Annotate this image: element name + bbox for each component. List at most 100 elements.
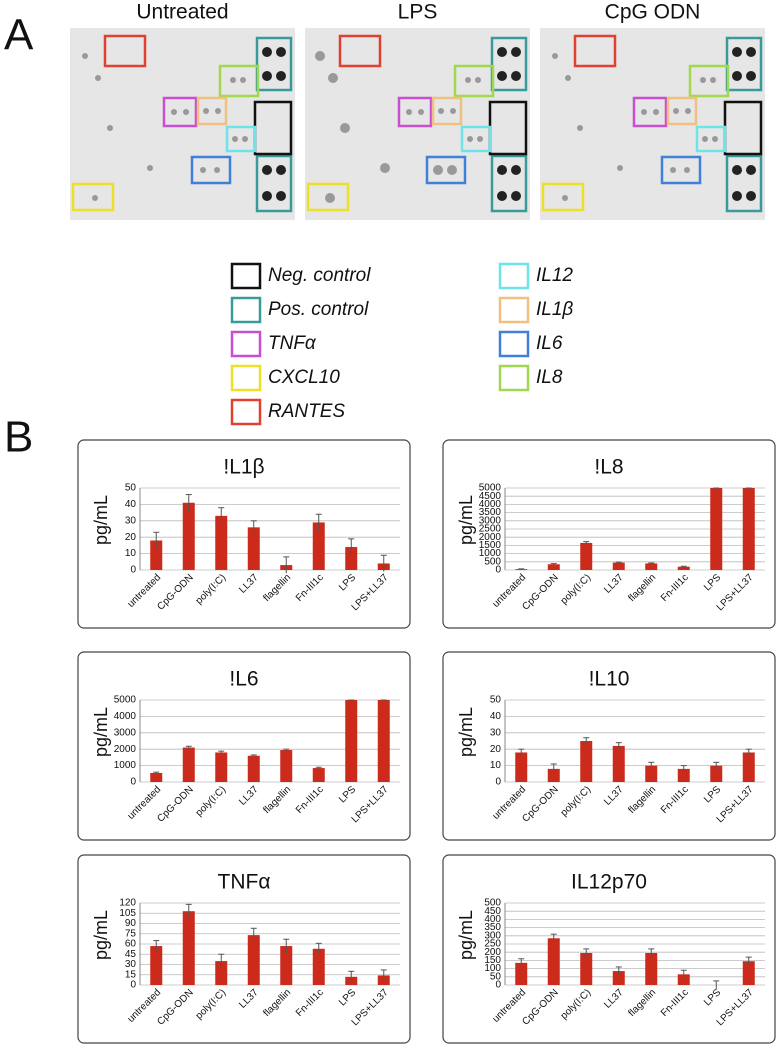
y-axis-label: pg/mL (456, 495, 476, 545)
blot-spot (230, 77, 236, 83)
bar (580, 953, 593, 985)
blot-spot (262, 191, 272, 201)
y-tick-label: 300 (484, 930, 501, 941)
blot-spot (732, 47, 742, 57)
legend-label: IL8 (536, 367, 563, 388)
y-tick-label: 500 (484, 556, 501, 567)
blot-spot (406, 109, 412, 115)
blot-spot (276, 47, 286, 57)
blot-box (666, 96, 698, 126)
blot-spot (511, 71, 521, 81)
bar (345, 547, 358, 570)
bar (742, 961, 755, 985)
bar (580, 542, 593, 570)
blot-spot (438, 108, 444, 114)
blot-spot (418, 109, 424, 115)
blot-box (190, 155, 232, 185)
bar (182, 747, 195, 782)
blot-box (695, 125, 727, 153)
bar (280, 946, 293, 985)
y-tick-label: 150 (484, 955, 501, 966)
y-axis-label: pg/mL (91, 495, 111, 545)
bar (215, 752, 228, 782)
legend-swatch (230, 262, 262, 290)
blot-spot (242, 136, 248, 142)
blot-box (453, 64, 495, 98)
blot-spot (710, 77, 716, 83)
blot-box (255, 154, 293, 213)
legend-label: CXCL10 (268, 367, 340, 388)
blot-spot (497, 191, 507, 201)
blot-spot (240, 77, 246, 83)
blot-spot (497, 165, 507, 175)
blot-spot (232, 136, 238, 142)
y-tick-label: 40 (490, 711, 502, 722)
blot-spot (92, 195, 98, 201)
legend-swatch (230, 296, 262, 324)
bar (677, 974, 690, 985)
legend-swatch (498, 330, 530, 358)
bar (215, 515, 228, 570)
y-tick-label: 30 (125, 515, 137, 526)
y-tick-label: 0 (495, 777, 501, 788)
bar (677, 768, 690, 782)
blot-spot (171, 109, 177, 115)
blot-spot (700, 77, 706, 83)
blot-spot (617, 165, 623, 171)
chart-frame (442, 439, 776, 629)
blot-box (103, 34, 147, 68)
y-tick-label: 2000 (479, 532, 502, 543)
bar (645, 765, 658, 782)
bar (580, 741, 593, 782)
legend-label: IL6 (536, 333, 563, 354)
legend-swatch (230, 330, 262, 358)
bar (742, 488, 755, 570)
y-tick-label: 4500 (479, 491, 502, 502)
blot-spot (200, 167, 206, 173)
bar (710, 488, 723, 570)
y-tick-label: 0 (130, 565, 136, 576)
y-tick-label: 10 (490, 760, 502, 771)
blot-spot (380, 163, 390, 173)
y-tick-label: 50 (125, 483, 137, 494)
y-tick-label: 1000 (479, 548, 502, 559)
blot-spot (685, 108, 691, 114)
y-tick-label: 10 (125, 548, 137, 559)
y-tick-label: 120 (119, 898, 136, 909)
blot-spot (82, 53, 88, 59)
blot-spot (712, 136, 718, 142)
y-tick-label: 45 (125, 949, 137, 960)
blot-box (225, 125, 257, 153)
blot-spot (214, 167, 220, 173)
blot-spot (467, 136, 473, 142)
blot-spot (670, 167, 676, 173)
blot-spot (262, 47, 272, 57)
blot-spot (552, 53, 558, 59)
bar (182, 502, 195, 570)
blot-spot (732, 191, 742, 201)
blot-box (218, 64, 260, 98)
y-tick-label: 3000 (114, 727, 137, 738)
blot-spot (95, 75, 101, 81)
blot-box (255, 36, 293, 92)
bar (247, 935, 260, 985)
blot-spot (497, 47, 507, 57)
blot-spot (147, 165, 153, 171)
bar (247, 755, 260, 782)
blot-spot (215, 108, 221, 114)
bar (742, 752, 755, 782)
blot-spot (746, 71, 756, 81)
blot-box (162, 96, 198, 128)
blot-spot (262, 71, 272, 81)
blot-spot (732, 165, 742, 175)
blot-title: LPS (398, 1, 438, 24)
y-tick-label: 2500 (479, 524, 502, 535)
y-tick-label: 1000 (114, 760, 137, 771)
y-tick-label: 90 (125, 918, 137, 929)
blot-box (460, 125, 492, 153)
y-axis-label: pg/mL (91, 910, 111, 960)
legend-swatch (230, 398, 262, 426)
y-tick-label: 60 (125, 939, 137, 950)
